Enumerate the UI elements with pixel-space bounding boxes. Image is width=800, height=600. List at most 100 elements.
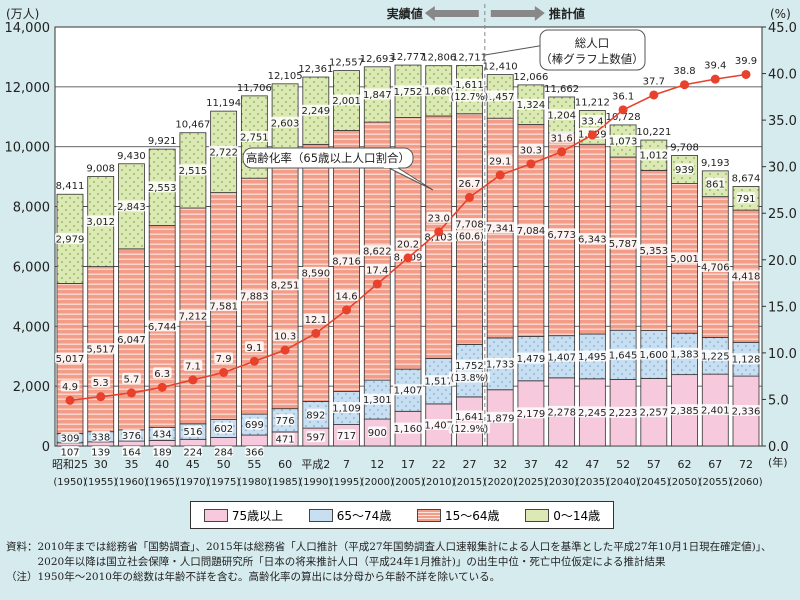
x-tick-year: (1995) (330, 477, 363, 488)
x-tick-label: 22 (432, 458, 446, 471)
total-label: 10,467 (175, 120, 210, 131)
segment-value-label-bg (515, 98, 546, 110)
legend-label: 0～14歳 (553, 508, 601, 523)
x-tick-label: 30 (94, 458, 108, 471)
segment-value-label: 2,249 (301, 106, 330, 117)
segment-value-label-bg (608, 134, 639, 146)
total-label: 8,674 (732, 173, 761, 184)
segment-value-label: 2,401 (701, 406, 730, 417)
segment-value-label-bg (638, 406, 669, 418)
callout-aging-label: 高齢化率（65歳以上人口割合） (246, 151, 410, 165)
left-tick-label: 12,000 (5, 81, 51, 96)
segment-value-label: 2,336 (732, 407, 761, 418)
segment-value-label-bg (669, 347, 700, 359)
segment-value-label-bg (331, 254, 362, 266)
segment-value-label: 7,708 (455, 220, 484, 231)
aging-rate-label: 30.3 (520, 145, 542, 156)
segment-value-label: 8,622 (363, 247, 392, 258)
aging-rate-point (126, 388, 136, 398)
aging-rate-label-bg (365, 263, 390, 275)
segment-value-label: 7,883 (240, 292, 269, 303)
aging-rate-label-bg (214, 352, 234, 364)
x-tick-year: (2045) (637, 477, 670, 488)
total-label: 12,806 (421, 53, 456, 64)
total-label: 11,212 (575, 97, 610, 108)
segment-value-label-bg (116, 333, 147, 345)
total-label: 8,411 (56, 181, 85, 192)
aging-rate-point (741, 69, 751, 79)
segment-value-label-bg (306, 431, 326, 443)
segment-value-label-bg (270, 279, 301, 291)
x-tick-label: 40 (155, 458, 169, 471)
x-tick-label: 50 (217, 458, 231, 471)
x-tick-label: 60 (278, 458, 292, 471)
segment-value-label-bg (362, 245, 393, 257)
segment-value-label: 164 (122, 448, 141, 459)
segment-value-label: 1,517 (424, 377, 453, 388)
segment-value-label: 1,160 (394, 424, 423, 435)
segment-value-label: 699 (245, 420, 264, 431)
segment-value-label-bg (638, 149, 669, 161)
segment-value-label-bg (608, 406, 639, 418)
legend-swatch (417, 508, 441, 522)
x-tick-year: (1950) (53, 477, 86, 488)
aging-rate-point (618, 105, 628, 115)
segment-value-label-bg (393, 422, 423, 434)
segment-value-label: 1,641 (455, 412, 484, 423)
segment-value-label: 107 (60, 448, 79, 459)
legend-swatch (525, 508, 550, 522)
share-annotation: (12.9%) (451, 424, 489, 435)
segment-value-label: 1,012 (639, 151, 668, 162)
x-tick-year: (2035) (576, 477, 609, 488)
source-label: 資料： (6, 541, 38, 553)
right-tick-label: 20.0 (768, 254, 797, 269)
segment-value-label-bg (485, 357, 516, 369)
segment-value-label-bg (244, 446, 264, 457)
x-tick-year: (2060) (729, 477, 762, 488)
callout-total-box (539, 29, 646, 71)
aging-rate-label: 36.1 (612, 91, 634, 102)
x-tick-year: (1970) (176, 477, 209, 488)
segment-value-label-bg (214, 422, 234, 434)
legend-item-75plus: 75歳以上 (203, 507, 283, 524)
segment-value-label: 1,457 (486, 92, 515, 103)
x-tick-year: (2010) (422, 477, 455, 488)
aging-rate-label-bg (610, 89, 636, 101)
aging-rate-point (526, 159, 536, 169)
aging-rate-label: 37.7 (643, 76, 665, 87)
right-tick-label: 5.0 (768, 393, 789, 408)
right-tick-label: 35.0 (768, 114, 797, 129)
left-tick-label: 10,000 (5, 141, 51, 156)
segment-value-label-bg (393, 384, 423, 396)
segment-value-label: 861 (706, 179, 725, 190)
aging-rate-point (464, 192, 474, 202)
x-axis-unit: (年) (768, 455, 788, 469)
segment-value-label: 1,879 (486, 413, 515, 424)
segment-value-label: 1,301 (363, 395, 392, 406)
segment-value-label: 776 (276, 416, 295, 427)
segment-value-label: 189 (153, 448, 172, 459)
segment-value-label: 5,017 (56, 354, 85, 365)
aging-rate-label-bg (91, 376, 111, 388)
aging-rate-label-bg (518, 143, 544, 155)
share-annotation-bg (448, 371, 491, 383)
segment-value-label: 4,706 (701, 263, 730, 274)
total-label: 11,706 (237, 83, 272, 94)
segment-value-label: 2,843 (117, 202, 146, 213)
x-tick-label: 7 (343, 458, 350, 471)
total-label: 9,193 (701, 158, 730, 169)
segment-value-label-bg (239, 290, 270, 302)
segment-value-label-bg (546, 350, 577, 362)
segment-value-label-bg (675, 163, 694, 175)
segment-value-label-bg (638, 244, 669, 256)
total-label: 10,221 (636, 127, 671, 138)
aging-rate-point (557, 147, 567, 157)
segment-value-label: 1,680 (424, 86, 453, 97)
segment-value-label: 602 (214, 424, 233, 435)
segment-value-label-bg (423, 231, 454, 243)
segment-value-label-bg (546, 405, 577, 417)
aging-rate-label: 39.4 (704, 61, 726, 72)
projection-label: 推計値 (549, 6, 585, 21)
aging-rate-label: 17.4 (366, 265, 388, 276)
segment-value-label-bg (208, 300, 239, 312)
